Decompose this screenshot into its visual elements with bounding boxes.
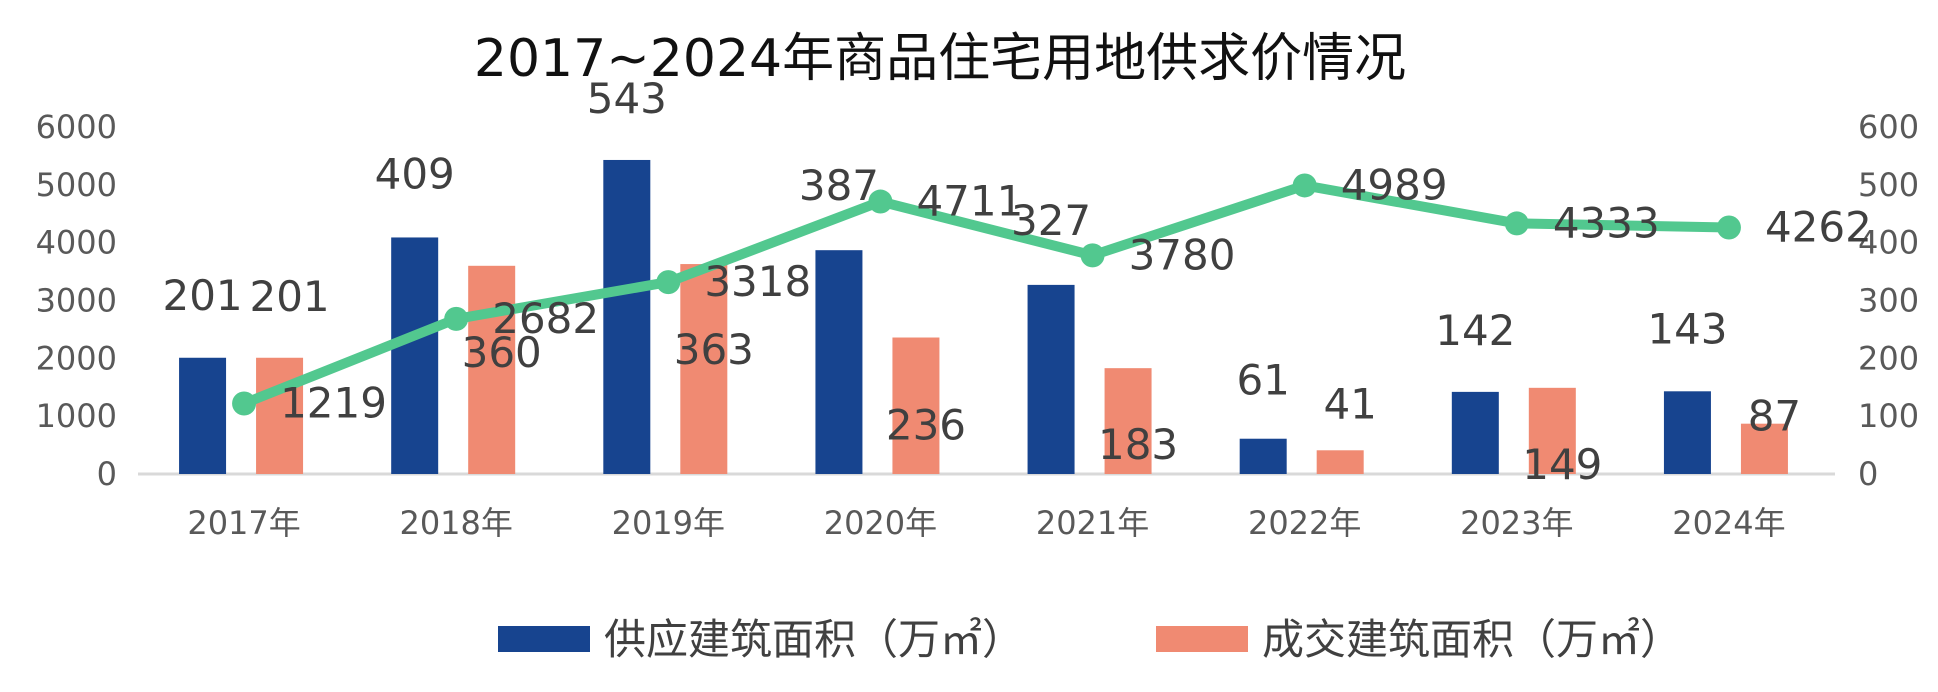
y-right-tick-label: 100 bbox=[1858, 397, 1919, 435]
legend-swatch-deal bbox=[1156, 626, 1248, 652]
bar-deal bbox=[1316, 450, 1364, 474]
x-tick-label: 2022年 bbox=[1248, 504, 1361, 542]
bar-supply bbox=[1663, 391, 1711, 474]
x-tick-label: 2018年 bbox=[399, 504, 512, 542]
x-tick-label: 2021年 bbox=[1036, 504, 1149, 542]
legend-label-supply: 供应建筑面积（万㎡） bbox=[604, 615, 1024, 664]
bar-supply bbox=[1027, 284, 1075, 474]
data-label-supply: 143 bbox=[1647, 304, 1727, 353]
legend-label-deal: 成交建筑面积（万㎡） bbox=[1262, 615, 1682, 664]
bars bbox=[179, 159, 1788, 474]
legend-swatch-supply bbox=[498, 626, 590, 652]
data-label-price: 1219 bbox=[280, 379, 387, 428]
bar-deal bbox=[680, 264, 728, 474]
line-point-price bbox=[444, 306, 469, 331]
data-labels: 201 201 409 360 543 363 387 236 327 183 61 41 142 149… bbox=[162, 74, 1871, 489]
line-point-price bbox=[232, 391, 257, 416]
y-right-tick-label: 300 bbox=[1858, 282, 1919, 320]
bar-supply bbox=[1451, 391, 1499, 474]
data-label-price: 4333 bbox=[1553, 198, 1660, 247]
bar-deal bbox=[1528, 387, 1576, 474]
data-label-supply: 409 bbox=[375, 149, 455, 198]
y-left-tick-label: 3000 bbox=[36, 282, 117, 320]
data-label-deal: 87 bbox=[1748, 392, 1801, 441]
x-tick-label: 2024年 bbox=[1672, 504, 1785, 542]
x-tick-label: 2019年 bbox=[612, 504, 725, 542]
y-right-tick-label: 0 bbox=[1858, 455, 1878, 493]
x-tick-label: 2017年 bbox=[187, 504, 300, 542]
data-label-supply: 142 bbox=[1435, 306, 1515, 355]
data-label-deal: 41 bbox=[1323, 379, 1376, 428]
bar-deal bbox=[1104, 368, 1152, 474]
data-label-supply: 327 bbox=[1011, 196, 1091, 245]
bar-deal bbox=[892, 337, 940, 474]
data-label-supply: 201 bbox=[162, 271, 242, 320]
data-label-deal: 236 bbox=[886, 401, 966, 450]
y-right-tick-label: 400 bbox=[1858, 224, 1919, 262]
line-point-price bbox=[1080, 243, 1105, 268]
data-label-price: 4989 bbox=[1341, 160, 1448, 209]
y-right-tick-label: 200 bbox=[1858, 339, 1919, 377]
line-point-price bbox=[1504, 211, 1529, 236]
y-right-tick-label: 600 bbox=[1858, 108, 1919, 146]
bar-deal bbox=[256, 357, 304, 474]
line-point-price bbox=[656, 270, 681, 295]
line-price bbox=[239, 180, 1734, 409]
data-label-deal: 201 bbox=[249, 272, 329, 321]
data-label-supply: 543 bbox=[587, 74, 667, 123]
data-label-supply: 387 bbox=[799, 161, 879, 210]
y-right-tick-label: 500 bbox=[1858, 166, 1919, 204]
data-label-price: 4711 bbox=[916, 177, 1023, 226]
data-label-deal: 149 bbox=[1522, 440, 1602, 489]
bar-deal bbox=[468, 265, 516, 474]
chart-title: 2017~2024年商品住宅用地供求价情况 bbox=[474, 29, 1406, 89]
data-label-price: 3780 bbox=[1129, 230, 1236, 279]
y-left-tick-label: 2000 bbox=[36, 339, 117, 377]
bar-supply bbox=[603, 159, 651, 474]
bar-supply bbox=[1239, 438, 1287, 474]
x-tick-label: 2020年 bbox=[824, 504, 937, 542]
y-left-tick-label: 6000 bbox=[36, 108, 117, 146]
data-label-deal: 183 bbox=[1098, 420, 1178, 469]
data-label-supply: 61 bbox=[1236, 356, 1289, 405]
bar-supply bbox=[815, 250, 863, 474]
y-left-tick-label: 4000 bbox=[36, 224, 117, 262]
line-point-price bbox=[1292, 173, 1317, 198]
data-label-price: 3318 bbox=[704, 257, 811, 306]
data-label-deal: 363 bbox=[674, 325, 754, 374]
data-label-price: 2682 bbox=[492, 294, 599, 343]
legend: 供应建筑面积（万㎡） 成交建筑面积（万㎡） bbox=[498, 615, 1682, 664]
y-left-tick-label: 5000 bbox=[36, 166, 117, 204]
bar-supply bbox=[391, 237, 439, 474]
bar-supply bbox=[179, 357, 227, 474]
y-left-tick-label: 0 bbox=[97, 455, 117, 493]
x-tick-label: 2023年 bbox=[1460, 504, 1573, 542]
y-left-tick-label: 1000 bbox=[36, 397, 117, 435]
data-label-price: 4262 bbox=[1765, 203, 1872, 252]
bar-deal bbox=[1740, 423, 1788, 474]
line-point-price bbox=[868, 189, 893, 214]
axes: 0 1000 2000 3000 4000 5000 6000 0 100 200 300 400 50… bbox=[36, 108, 1920, 542]
data-label-deal: 360 bbox=[462, 328, 542, 377]
line-series bbox=[232, 173, 1741, 416]
line-point-price bbox=[1716, 215, 1741, 240]
